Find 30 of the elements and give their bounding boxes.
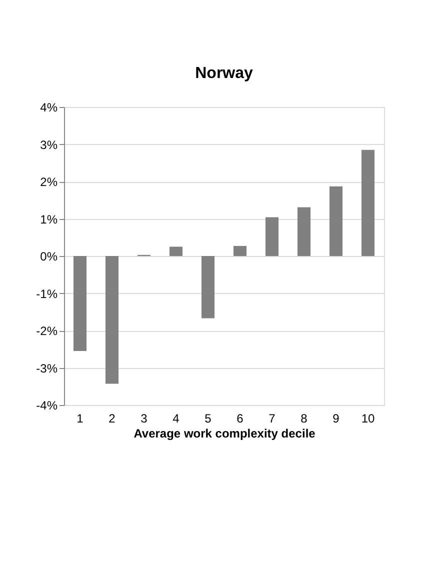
y-tick-label: -2% [36, 324, 58, 338]
x-tick-label: 8 [300, 412, 308, 426]
x-tick-label: 2 [108, 412, 116, 426]
x-tick-label: 6 [236, 412, 244, 426]
x-tick-label: 1 [76, 412, 84, 426]
bar [298, 207, 310, 256]
x-tick-label: 7 [268, 412, 276, 426]
y-tick-label: 3% [40, 138, 58, 152]
x-tick-label: 9 [332, 412, 340, 426]
x-axis-title: Average work complexity decile [134, 426, 316, 440]
bar [74, 256, 86, 351]
bar [266, 217, 278, 256]
chart-title: Norway [195, 65, 253, 82]
y-tick-label: 1% [40, 212, 58, 226]
y-tick-label: 4% [40, 100, 58, 114]
y-tick-label: 0% [40, 250, 58, 264]
bar [362, 150, 374, 256]
y-tick-label: -1% [36, 286, 58, 301]
x-tick-label: 3 [140, 412, 148, 426]
bar [330, 186, 342, 256]
x-tick-label: 10 [361, 412, 375, 426]
y-tick-label: 2% [40, 175, 58, 189]
x-tick-label: 5 [204, 412, 212, 426]
bar [202, 256, 214, 318]
bar [234, 246, 246, 256]
x-tick-label: 4 [172, 412, 180, 426]
bar [170, 246, 182, 256]
bar [106, 256, 118, 384]
y-tick-label: -3% [36, 361, 58, 376]
y-tick-label: -4% [36, 398, 58, 412]
